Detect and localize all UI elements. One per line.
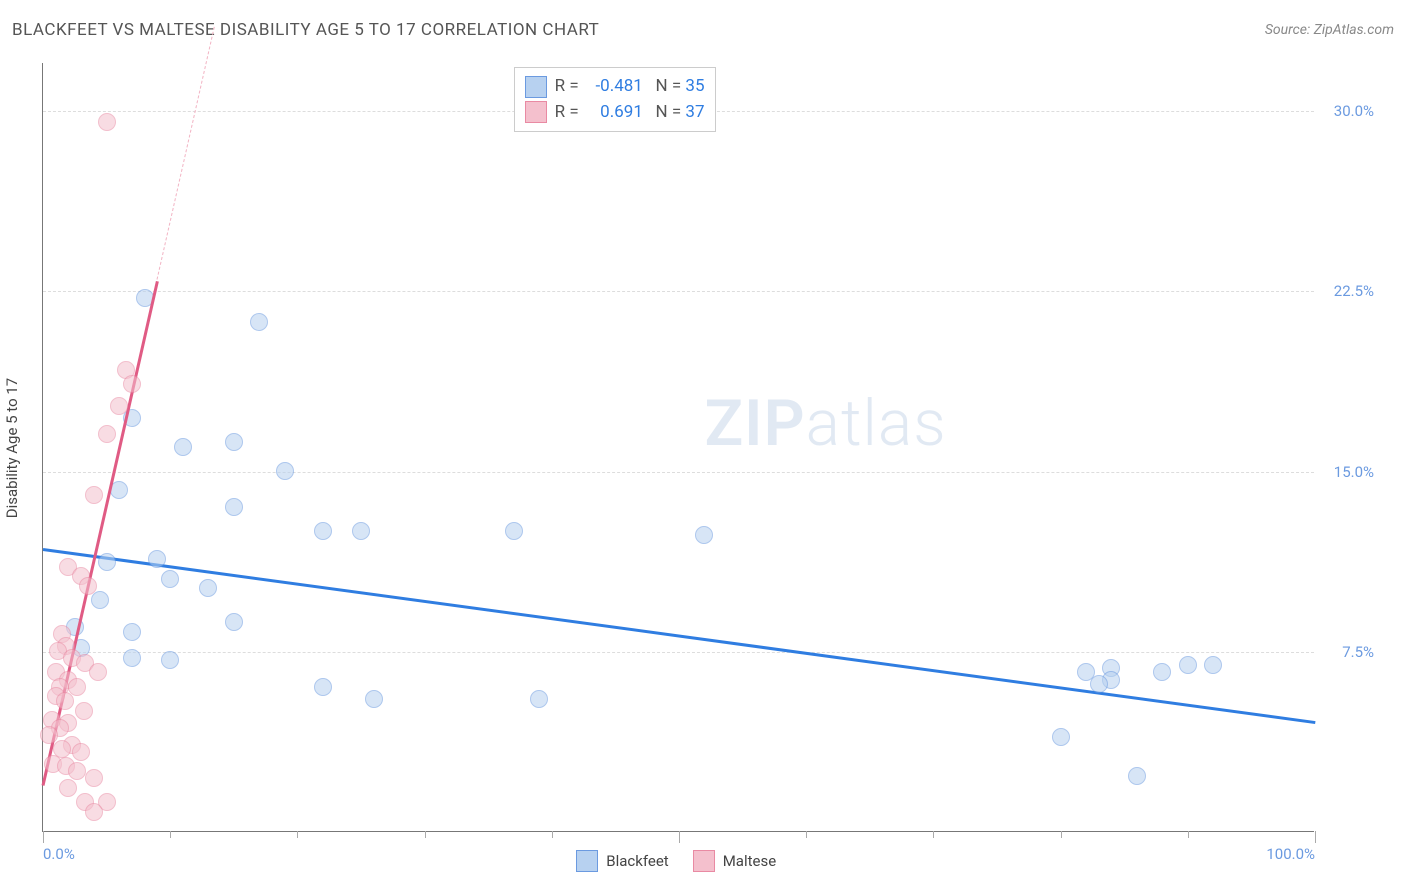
data-point (148, 550, 166, 568)
legend-stats: R = -0.481 N = 35R = 0.691 N = 37 (514, 67, 716, 132)
xtick (1315, 831, 1316, 843)
xtick (1061, 831, 1062, 838)
watermark: ZIPatlas (704, 386, 946, 461)
legend-stats-text: R = 0.691 N = 37 (555, 100, 705, 126)
data-point (98, 553, 116, 571)
data-point (276, 462, 294, 480)
legend-item: Blackfeet (576, 850, 668, 872)
data-point (199, 579, 217, 597)
xtick (1188, 831, 1189, 838)
source-credit: Source: ZipAtlas.com (1265, 22, 1394, 38)
data-point (85, 486, 103, 504)
data-point (68, 762, 86, 780)
legend-label: Blackfeet (606, 852, 668, 870)
xtick-label: 0.0% (43, 845, 75, 863)
data-point (225, 433, 243, 451)
xtick (933, 831, 934, 838)
plot-region: ZIPatlas 7.5%15.0%22.5%30.0%0.0%100.0%R … (42, 63, 1314, 832)
data-point (225, 613, 243, 631)
legend-swatch (576, 850, 598, 872)
data-point (68, 678, 86, 696)
data-point (1090, 675, 1108, 693)
data-point (123, 375, 141, 393)
data-point (314, 522, 332, 540)
data-point (123, 623, 141, 641)
xtick (170, 831, 171, 838)
data-point (75, 702, 93, 720)
gridline-y (43, 291, 1314, 292)
data-point (314, 678, 332, 696)
data-point (225, 498, 243, 516)
data-point (98, 425, 116, 443)
gridline-y (43, 472, 1314, 473)
data-point (161, 651, 179, 669)
data-point (123, 649, 141, 667)
ytick-label: 22.5% (1319, 282, 1374, 300)
legend-stats-row: R = 0.691 N = 37 (525, 100, 705, 126)
chart-title: BLACKFEET VS MALTESE DISABILITY AGE 5 TO… (12, 20, 599, 40)
data-point (695, 526, 713, 544)
y-axis-label: Disability Age 5 to 17 (3, 377, 21, 517)
gridline-y (43, 652, 1314, 653)
xtick (297, 831, 298, 838)
chart-area: ZIPatlas 7.5% 15.0% 22.5% 30.0% 0.0% 100.0% R … (0, 55, 1406, 892)
watermark-atlas: atlas (806, 386, 947, 461)
watermark-zip: ZIP (704, 386, 805, 461)
legend-stats-row: R = -0.481 N = 35 (525, 74, 705, 100)
trend-line (157, 27, 215, 280)
data-point (98, 113, 116, 131)
data-point (85, 803, 103, 821)
data-point (110, 397, 128, 415)
data-point (56, 692, 74, 710)
data-point (365, 690, 383, 708)
xtick (552, 831, 553, 838)
source-prefix: Source: (1265, 22, 1314, 38)
data-point (1204, 656, 1222, 674)
trend-line (42, 280, 159, 785)
data-point (59, 779, 77, 797)
xtick-label: 100.0% (1266, 845, 1315, 863)
legend-item: Maltese (693, 850, 776, 872)
legend-swatch (525, 101, 547, 123)
source-name: ZipAtlas.com (1314, 22, 1394, 38)
data-point (250, 313, 268, 331)
legend-swatch (693, 850, 715, 872)
xtick (425, 831, 426, 838)
data-point (505, 522, 523, 540)
legend-label: Maltese (723, 852, 776, 870)
ytick-label: 15.0% (1319, 463, 1374, 481)
data-point (91, 591, 109, 609)
legend-bottom: Blackfeet Maltese (576, 850, 776, 872)
xtick (43, 831, 44, 843)
data-point (530, 690, 548, 708)
ytick-label: 30.0% (1319, 102, 1374, 120)
data-point (72, 743, 90, 761)
ytick-label: 7.5% (1319, 643, 1374, 661)
data-point (1128, 767, 1146, 785)
data-point (79, 577, 97, 595)
data-point (174, 438, 192, 456)
data-point (89, 663, 107, 681)
data-point (352, 522, 370, 540)
header: BLACKFEET VS MALTESE DISABILITY AGE 5 TO… (12, 20, 1394, 40)
legend-swatch (525, 76, 547, 98)
data-point (1052, 728, 1070, 746)
legend-stats-text: R = -0.481 N = 35 (555, 74, 705, 100)
data-point (1179, 656, 1197, 674)
data-point (1153, 663, 1171, 681)
data-point (161, 570, 179, 588)
data-point (85, 769, 103, 787)
trend-line (43, 548, 1315, 724)
xtick (806, 831, 807, 838)
xtick (679, 831, 680, 843)
